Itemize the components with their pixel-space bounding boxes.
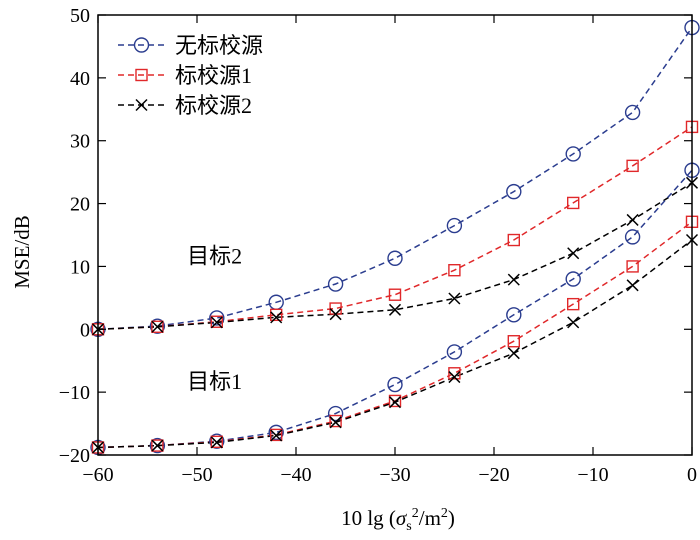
axis-ticks: −60 −50 −40 −30 −20 −10 0 −20 −10 0 10 20 30 40 50: [59, 5, 697, 486]
data-point-x: [388, 396, 402, 409]
data-point-square: [210, 435, 224, 448]
series-line: [97, 221, 693, 449]
data-point-circle: [327, 405, 344, 422]
data-point-square: [329, 414, 342, 428]
data-point-x: [210, 436, 223, 449]
data-point-x: [151, 320, 164, 333]
x-tick-label: −10: [577, 464, 608, 486]
data-point-square: [151, 320, 164, 333]
legend-label: 标校源2: [175, 93, 252, 118]
data-point-square: [388, 394, 402, 408]
data-point-circle: [268, 424, 284, 441]
data-point-x: [448, 371, 461, 384]
x-axis-title: 10 lg (σs2/m2): [341, 506, 455, 534]
data-point-x: [270, 429, 283, 442]
series-group-label: 目标2: [187, 243, 242, 268]
data-point-square: [507, 233, 520, 247]
data-point-x: [626, 213, 639, 226]
series-point-group: [90, 19, 700, 337]
y-tick-label: 30: [70, 131, 90, 153]
data-point-square: [507, 335, 520, 348]
data-point-square: [388, 288, 402, 301]
data-point-circle: [565, 271, 581, 287]
x-tick-label: −30: [379, 464, 410, 486]
data-point-circle: [209, 433, 225, 449]
data-point-x: [626, 279, 639, 292]
y-tick-label: 20: [70, 194, 90, 216]
series-markers: [90, 19, 700, 456]
data-point-circle: [327, 276, 344, 292]
data-point-circle: [149, 437, 166, 454]
data-point-circle: [446, 217, 463, 234]
data-point-square: [448, 264, 461, 277]
data-point-circle: [446, 344, 463, 360]
data-point-square: [626, 159, 639, 173]
x-axis-title-unit-sup: 2: [441, 506, 448, 521]
data-point-circle: [387, 376, 403, 393]
series-point-group: [91, 176, 699, 336]
data-point-x: [448, 292, 461, 305]
data-point-x: [567, 316, 580, 329]
y-tick-label: −10: [59, 382, 90, 404]
series-group-label: 目标1: [187, 369, 242, 394]
series-line: [97, 239, 693, 449]
legend-marker-x: [135, 98, 148, 112]
data-point-circle: [624, 104, 641, 121]
y-tick-label: 0: [80, 319, 90, 341]
data-point-circle: [209, 310, 225, 326]
data-point-square: [151, 439, 164, 452]
legend-marker-square: [135, 68, 148, 82]
data-point-square: [567, 297, 580, 311]
data-point-x: [567, 247, 580, 260]
y-tick-label: 50: [70, 5, 90, 27]
data-point-square: [270, 428, 283, 442]
annotations: 目标2 目标1: [187, 243, 242, 394]
data-point-circle: [149, 318, 166, 334]
legend-label: 无标校源: [175, 33, 263, 58]
data-point-circle: [506, 183, 522, 200]
x-tick-label: −40: [280, 464, 311, 486]
data-point-circle: [506, 307, 522, 323]
x-tick-label: −50: [181, 464, 212, 486]
series-point-group: [91, 233, 699, 454]
data-point-x: [507, 347, 520, 360]
data-point-x: [329, 416, 342, 429]
y-tick-label: 10: [70, 256, 90, 278]
x-axis-title-prefix: 10 lg (: [341, 506, 396, 530]
x-axis-title-sup: 2: [412, 506, 419, 521]
data-point-x: [388, 303, 402, 316]
data-point-x: [507, 273, 520, 286]
series-point-group: [90, 162, 700, 456]
x-tick-label: −20: [478, 464, 509, 486]
y-tick-label: −20: [59, 445, 90, 467]
data-point-x: [151, 439, 164, 452]
data-point-square: [567, 196, 580, 210]
data-point-square: [270, 308, 283, 322]
data-point-square: [626, 260, 639, 273]
data-point-square: [448, 367, 461, 380]
data-point-circle: [387, 250, 403, 266]
x-tick-label: 0: [687, 464, 697, 486]
y-tick-label: 40: [70, 68, 90, 90]
x-axis-title-sub: s: [406, 519, 411, 534]
legend-label: 标校源1: [175, 63, 252, 88]
x-axis-title-unit: /m: [419, 506, 441, 530]
data-point-x: [329, 308, 342, 321]
series-point-group: [91, 120, 699, 336]
x-axis-title-suffix: ): [448, 506, 455, 530]
data-point-x: [210, 316, 223, 329]
x-axis-title-sigma: σ: [396, 506, 408, 530]
x-tick-label: −60: [82, 464, 113, 486]
legend-marker-circle: [133, 37, 150, 53]
series-line: [97, 126, 693, 331]
data-point-x: [270, 311, 283, 324]
y-axis-title: MSE/dB: [10, 215, 34, 289]
data-point-square: [210, 315, 224, 328]
data-point-circle: [624, 229, 641, 245]
data-point-circle: [565, 146, 581, 162]
